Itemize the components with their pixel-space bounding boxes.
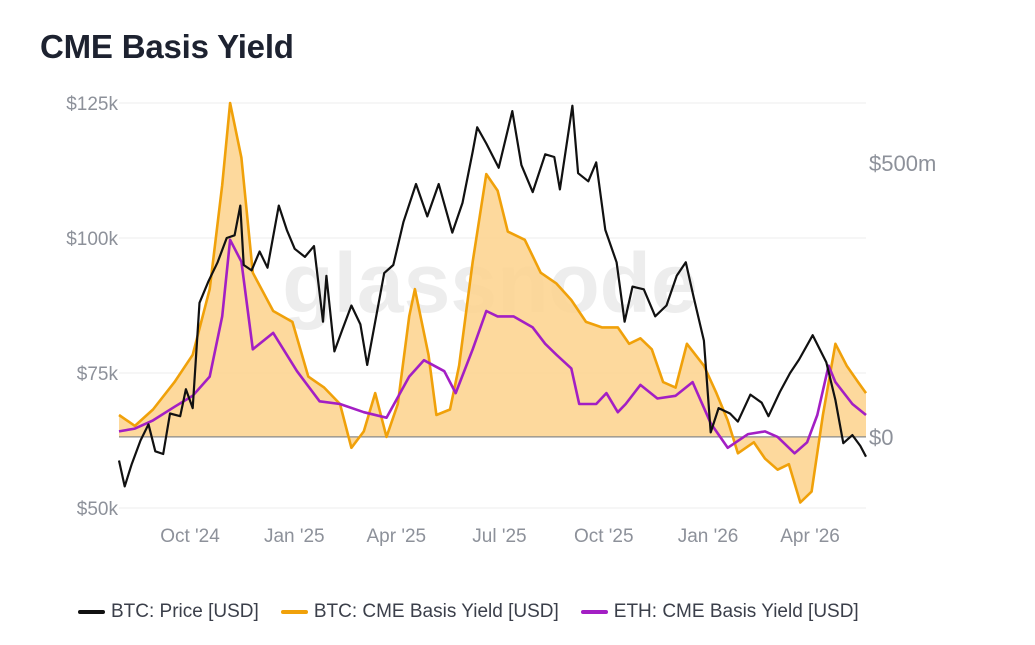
x-tick-label: Jan '25 (264, 526, 325, 547)
y-left-tick-label: $75k (77, 364, 119, 385)
chart-canvas: glassnode $50k$75k$100k$125k $0$500m Oct… (66, 94, 936, 547)
btc-basis-line (118, 101, 868, 504)
legend-label: BTC: Price [USD] (111, 601, 259, 622)
x-tick-label: Jan '26 (678, 526, 739, 547)
btc-price-line (117, 104, 867, 488)
chart-title: CME Basis Yield (40, 28, 294, 65)
x-tick-label: Apr '26 (780, 526, 840, 547)
legend-item[interactable]: ETH: CME Basis Yield [USD] (580, 601, 859, 623)
y-left-tick-label: $125k (66, 94, 118, 115)
legend: BTC: Price [USD] BTC: CME Basis Yield [US… (78, 601, 859, 623)
legend-label: ETH: CME Basis Yield [USD] (613, 601, 859, 622)
y-right-tick-label: $0 (869, 425, 893, 450)
x-tick-label: Apr '25 (367, 526, 427, 547)
legend-label: BTC: CME Basis Yield [USD] (313, 601, 559, 622)
btc-basis-area-layer (119, 103, 866, 503)
legend-swatch (78, 610, 105, 614)
series-lines-layer (117, 101, 868, 504)
y-left-tick-labels: $50k $75k $100k $125k (66, 94, 118, 520)
btc-basis-area (119, 103, 866, 503)
legend-item[interactable]: BTC: Price [USD] (78, 601, 259, 623)
legend-swatch (580, 610, 608, 614)
x-tick-label: Oct '24 (160, 526, 220, 547)
y-left-tick-label: $100k (66, 229, 118, 250)
x-tick-labels: Oct '24 Jan '25 Apr '25 Jul '25 Oct '25 Jan '… (160, 526, 840, 547)
x-tick-label: Oct '25 (574, 526, 634, 547)
y-left-tick-label: $50k (77, 499, 119, 520)
eth-basis-line (118, 238, 867, 455)
y-right-tick-labels: $0 $500m (869, 151, 936, 450)
legend-swatch (280, 610, 308, 614)
y-right-tick-label: $500m (869, 151, 936, 176)
x-tick-label: Jul '25 (472, 526, 526, 547)
legend-item[interactable]: BTC: CME Basis Yield [USD] (280, 601, 559, 623)
